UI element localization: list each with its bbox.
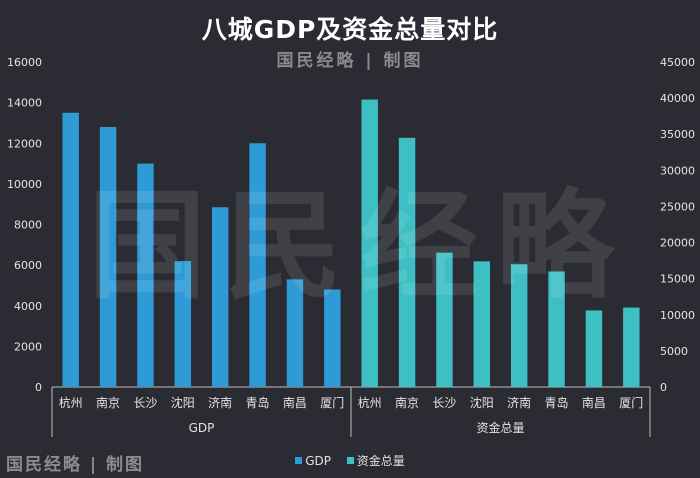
fund-bar-6 bbox=[548, 271, 565, 387]
gdp-bar-5 bbox=[211, 207, 229, 387]
x-category-label: 长沙 bbox=[432, 396, 456, 410]
right-axis-tick-label: 15000 bbox=[660, 273, 695, 286]
right-axis-tick-label: 40000 bbox=[660, 92, 695, 105]
fund-bar-8 bbox=[623, 307, 640, 387]
left-axis-tick-label: 0 bbox=[35, 381, 42, 394]
left-axis-tick-label: 4000 bbox=[14, 300, 42, 313]
left-axis-tick-label: 8000 bbox=[14, 219, 42, 232]
fund-bar-1 bbox=[361, 99, 378, 388]
fund-bar-3 bbox=[436, 252, 453, 387]
x-category-label: 厦门 bbox=[320, 395, 344, 410]
x-category-label: 杭州 bbox=[59, 395, 83, 410]
group-label: GDP bbox=[189, 421, 215, 435]
x-category-label: 南京 bbox=[395, 395, 419, 410]
left-axis-tick-label: 10000 bbox=[7, 178, 42, 191]
x-category-label: 沈阳 bbox=[171, 395, 195, 410]
gdp-bar-4 bbox=[174, 261, 192, 387]
fund-bar-2 bbox=[398, 137, 416, 387]
fund-bar-4 bbox=[473, 261, 491, 387]
legend-item-gdp: GDP bbox=[295, 454, 331, 468]
right-axis-tick-label: 0 bbox=[660, 381, 667, 394]
x-category-label: 济南 bbox=[208, 395, 232, 410]
legend-label-gdp: GDP bbox=[305, 453, 331, 468]
x-category-label: 南昌 bbox=[582, 395, 606, 410]
gdp-bar-2 bbox=[99, 127, 117, 387]
x-category-label: 沈阳 bbox=[470, 395, 494, 410]
gdp-bar-8 bbox=[324, 289, 341, 387]
left-axis-tick-label: 12000 bbox=[7, 137, 42, 150]
legend-item-fund: 资金总量 bbox=[346, 452, 405, 469]
right-axis-tick-label: 5000 bbox=[660, 345, 688, 358]
right-axis-tick-label: 10000 bbox=[660, 309, 695, 322]
x-category-label: 厦门 bbox=[619, 395, 643, 410]
fund-bar-7 bbox=[585, 310, 603, 387]
fund-bar-5 bbox=[510, 264, 528, 387]
x-category-label: 南京 bbox=[96, 395, 120, 410]
left-axis-tick-label: 14000 bbox=[7, 97, 42, 110]
x-category-label: 南昌 bbox=[283, 395, 307, 410]
left-axis-tick-label: 2000 bbox=[14, 340, 42, 353]
gdp-bar-7 bbox=[286, 279, 304, 387]
x-category-label: 长沙 bbox=[133, 396, 157, 410]
legend-swatch-gdp bbox=[295, 457, 303, 464]
legend-label-fund: 资金总量 bbox=[356, 454, 405, 468]
right-axis-tick-label: 30000 bbox=[660, 164, 695, 177]
gdp-bar-3 bbox=[137, 163, 154, 387]
group-label: 资金总量 bbox=[476, 420, 524, 435]
legend: GDP 资金总量 bbox=[0, 452, 700, 469]
right-axis-tick-label: 20000 bbox=[660, 237, 695, 250]
right-axis-tick-label: 35000 bbox=[660, 128, 695, 141]
gdp-bar-1 bbox=[62, 112, 79, 387]
chart-subtitle: 国民经略 | 制图 bbox=[276, 51, 424, 71]
legend-swatch-fund bbox=[346, 457, 354, 464]
x-category-label: 济南 bbox=[507, 395, 531, 410]
left-axis-tick-label: 6000 bbox=[14, 259, 42, 272]
gdp-bar-6 bbox=[249, 143, 266, 387]
x-category-label: 杭州 bbox=[358, 395, 382, 410]
x-category-label: 青岛 bbox=[246, 395, 270, 410]
chart-title: 八城GDP及资金总量对比 bbox=[201, 15, 499, 44]
watermark-corner: 国民经略 | 制图 bbox=[6, 455, 145, 475]
left-axis-tick-label: 16000 bbox=[7, 56, 42, 69]
x-category-label: 青岛 bbox=[545, 395, 569, 410]
watermark-large: 国民经略 bbox=[87, 176, 632, 315]
right-axis-tick-label: 25000 bbox=[660, 200, 695, 213]
right-axis-tick-label: 45000 bbox=[660, 56, 695, 69]
